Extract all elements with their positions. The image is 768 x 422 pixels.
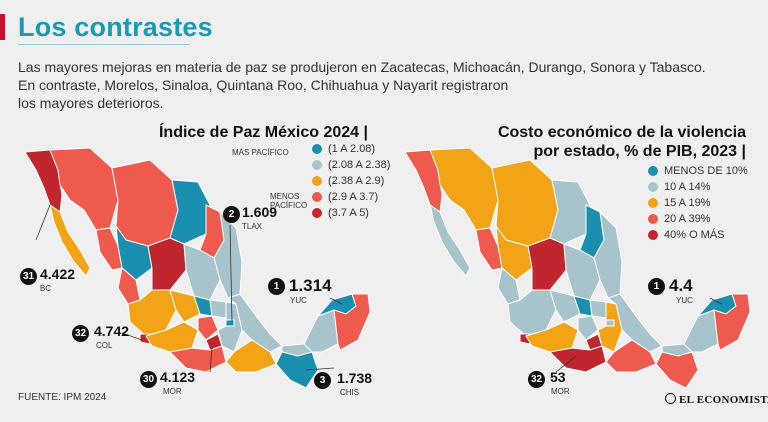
- yuc-value: 1.314: [289, 276, 332, 295]
- r-leader-yuc: [709, 297, 723, 305]
- r-region-qroo: [713, 293, 751, 351]
- leader-mor: [209, 347, 213, 373]
- left-legend-item-4: (2.9 A 3.7): [312, 189, 390, 205]
- left-legend-item-1: (1 A 2.08): [312, 141, 390, 157]
- left-legend-note-top: MÁS PACÍFICO: [232, 148, 289, 157]
- r-region-dgo: [495, 224, 533, 281]
- legend-swatch: [312, 192, 322, 202]
- tlax-rank-badge: 2: [223, 206, 240, 223]
- tlax-abbr: TLAX: [242, 222, 263, 231]
- legend-swatch: [312, 208, 322, 218]
- r-region-hgo: [589, 299, 607, 319]
- region-gto: [169, 289, 201, 323]
- right-legend-item-5: 40% O MÁS: [648, 227, 748, 243]
- chis-rank-badge: 3: [314, 372, 331, 389]
- r-yuc-rank-badge: 1: [648, 278, 665, 295]
- legend-swatch: [312, 176, 322, 186]
- title-accent-bar: [0, 14, 5, 40]
- source-note: FUENTE: IPM 2024: [18, 392, 107, 403]
- leader-col: [121, 332, 143, 341]
- chis-value: 1.738: [337, 370, 373, 386]
- leader-bc: [35, 204, 51, 241]
- intro-line-3: los mayores deterioros.: [18, 95, 164, 111]
- r-region-gto: [549, 289, 581, 323]
- mor-abbr: MOR: [163, 387, 182, 396]
- r-region-tlax: [605, 319, 615, 327]
- mor-rank-badge: 30: [140, 371, 157, 388]
- left-legend-item-2: (2.08 A 2.38): [312, 157, 390, 173]
- r-region-coah: [549, 179, 591, 245]
- r-region-mex: [577, 315, 599, 341]
- legend-swatch: [312, 160, 322, 170]
- region-chis: [275, 351, 319, 389]
- right-legend-item-1: MENOS DE 10%: [648, 163, 748, 179]
- col-abbr: COL: [96, 341, 113, 350]
- left-legend-item-3: (2.38 A 2.9): [312, 173, 390, 189]
- legend-swatch: [648, 182, 658, 192]
- yuc-rank-badge: 1: [268, 278, 285, 295]
- legend-swatch: [648, 166, 658, 176]
- r-gro-rank-badge: 32: [528, 371, 545, 388]
- r-region-bcs: [429, 203, 471, 277]
- legend-swatch: [648, 230, 658, 240]
- r-yuc-abbr: YUC: [676, 296, 693, 305]
- region-bcs: [49, 203, 91, 277]
- region-coah: [169, 179, 211, 245]
- r-region-chis: [655, 351, 699, 389]
- r-yuc-value: 4.4: [669, 276, 693, 295]
- region-oax: [225, 339, 277, 373]
- leader-tlax: [229, 224, 233, 323]
- title-underline: [18, 44, 190, 45]
- leader-chis: [305, 367, 335, 371]
- r-gro-abbr: MOR: [551, 387, 570, 396]
- region-slp: [183, 243, 221, 301]
- intro-text: Las mayores mejoras en materia de paz se…: [18, 58, 718, 112]
- r-region-zac: [527, 237, 567, 291]
- bc-abbr: BC: [40, 284, 52, 293]
- page-title: Los contrastes: [18, 12, 213, 42]
- globe-icon: [665, 393, 676, 404]
- right-legend-item-2: 10 A 14%: [648, 179, 748, 195]
- right-map-title: Costo económico de la violencia por esta…: [497, 124, 746, 160]
- bc-rank-badge: 31: [20, 268, 37, 285]
- publisher-logo: EL ECONOMISTA: [665, 393, 768, 406]
- region-qroo: [333, 293, 371, 351]
- r-region-slp: [563, 243, 601, 301]
- col-value: 4.742: [94, 323, 130, 339]
- legend-swatch: [648, 198, 658, 208]
- region-mex: [197, 315, 219, 341]
- right-legend-item-4: 20 A 39%: [648, 211, 748, 227]
- left-legend-note-bottom: MENOS PACÍFICO: [270, 192, 308, 210]
- r-region-chih: [491, 159, 559, 247]
- bc-value: 4.422: [40, 266, 76, 282]
- r-leader-gro: [555, 355, 577, 373]
- r-region-oax: [605, 339, 657, 373]
- yuc-abbr: YUC: [290, 296, 307, 305]
- left-legend: (1 A 2.08) (2.08 A 2.38) (2.38 A 2.9) (2…: [312, 141, 390, 221]
- r-region-camp: [683, 309, 719, 353]
- region-mich: [145, 321, 199, 353]
- legend-swatch: [648, 214, 658, 224]
- legend-swatch: [312, 144, 322, 154]
- chis-abbr: CHIS: [340, 388, 360, 397]
- region-zac: [147, 237, 187, 291]
- left-legend-item-5: (3.7 A 5): [312, 205, 390, 221]
- mor-value: 4.123: [160, 369, 196, 385]
- right-legend: MENOS DE 10% 10 A 14% 15 A 19% 20 A 39% …: [648, 163, 748, 243]
- r-gro-value: 53: [550, 369, 566, 385]
- leader-yuc: [329, 297, 343, 305]
- left-map-title: Índice de Paz México 2024 |: [158, 124, 368, 141]
- tlax-value: 1.609: [242, 204, 278, 220]
- right-legend-item-3: 15 A 19%: [648, 195, 748, 211]
- intro-line-2: En contraste, Morelos, Sinaloa, Quintana…: [18, 77, 509, 93]
- region-dgo: [115, 224, 153, 281]
- col-rank-badge: 32: [72, 325, 89, 342]
- intro-line-1: Las mayores mejoras en materia de paz se…: [18, 59, 706, 75]
- r-region-mich: [525, 321, 579, 353]
